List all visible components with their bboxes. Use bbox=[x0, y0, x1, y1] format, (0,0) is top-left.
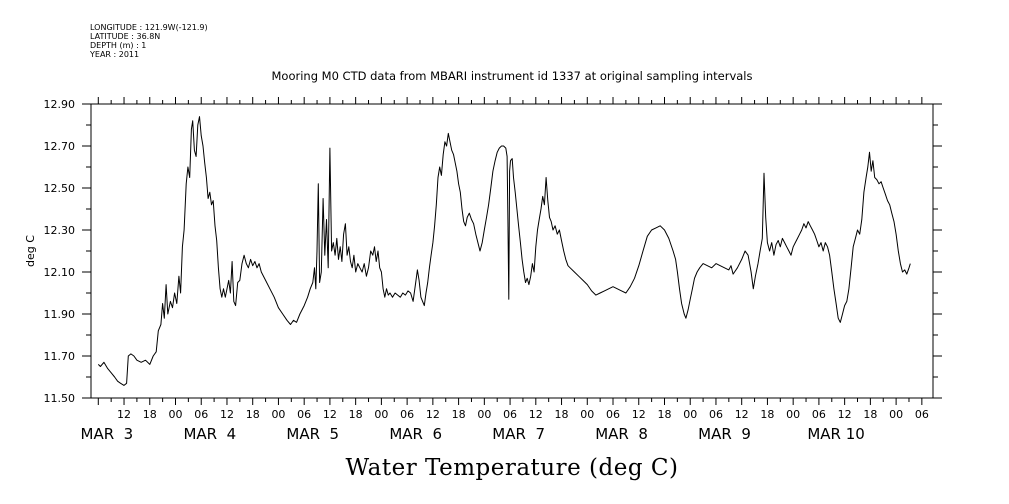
footer-title: Water Temperature (deg C) bbox=[346, 455, 679, 481]
x-tick-label: 00 bbox=[683, 408, 697, 421]
x-day-label: MAR 8 bbox=[595, 425, 648, 443]
x-tick-label: 18 bbox=[555, 408, 569, 421]
meta-year: YEAR : 2011 bbox=[89, 50, 139, 59]
y-tick-label: 12.30 bbox=[44, 224, 76, 237]
x-tick-label: 00 bbox=[374, 408, 388, 421]
series-line-water-temperature bbox=[97, 116, 911, 386]
x-tick-label: 18 bbox=[143, 408, 157, 421]
x-day-label: MAR 9 bbox=[698, 425, 751, 443]
x-tick-label: 12 bbox=[735, 408, 749, 421]
x-axis-ticks: 12 18 00 06 12 18 00 06 12 18 00 06 12 18 00 06 12 18 00 06… bbox=[97, 97, 929, 421]
x-tick-label: 18 bbox=[349, 408, 363, 421]
y-tick-label: 12.70 bbox=[44, 140, 76, 153]
y-axis-ticks: 11.50 11.70 11.90 12.10 12.30 12.50 12.70 12.90 bbox=[44, 98, 942, 405]
x-tick-label: 12 bbox=[220, 408, 234, 421]
x-day-label: MAR 6 bbox=[389, 425, 442, 443]
x-day-label: MAR 5 bbox=[286, 425, 339, 443]
x-tick-label: 12 bbox=[117, 408, 131, 421]
x-tick-label: 12 bbox=[838, 408, 852, 421]
x-day-label: MAR 3 bbox=[81, 425, 134, 443]
x-tick-label: 18 bbox=[657, 408, 671, 421]
y-axis-label: deg C bbox=[24, 235, 37, 267]
x-tick-label: 12 bbox=[632, 408, 646, 421]
x-tick-label: 12 bbox=[323, 408, 337, 421]
x-tick-label: 06 bbox=[297, 408, 311, 421]
x-tick-label: 12 bbox=[426, 408, 440, 421]
x-tick-label: 00 bbox=[889, 408, 903, 421]
x-tick-label: 06 bbox=[915, 408, 929, 421]
y-tick-label: 11.50 bbox=[44, 392, 76, 405]
x-tick-label: 06 bbox=[709, 408, 723, 421]
y-tick-label: 12.90 bbox=[44, 98, 76, 111]
x-tick-label: 18 bbox=[863, 408, 877, 421]
meta-latitude: LATITUDE : 36.8N bbox=[90, 32, 160, 41]
x-tick-label: 00 bbox=[271, 408, 285, 421]
x-tick-label: 06 bbox=[606, 408, 620, 421]
y-tick-label: 11.90 bbox=[44, 308, 76, 321]
y-tick-label: 11.70 bbox=[44, 350, 76, 363]
chart-title: Mooring M0 CTD data from MBARI instrumen… bbox=[272, 69, 753, 83]
meta-longitude: LONGITUDE : 121.9W(-121.9) bbox=[90, 23, 208, 32]
x-tick-label: 06 bbox=[812, 408, 826, 421]
x-tick-label: 18 bbox=[246, 408, 260, 421]
y-tick-label: 12.50 bbox=[44, 182, 76, 195]
x-tick-label: 06 bbox=[503, 408, 517, 421]
x-day-label: MAR 4 bbox=[183, 425, 236, 443]
x-tick-label: 12 bbox=[529, 408, 543, 421]
meta-depth: DEPTH (m) : 1 bbox=[90, 41, 146, 50]
x-tick-label: 18 bbox=[452, 408, 466, 421]
y-tick-label: 12.10 bbox=[44, 266, 76, 279]
x-tick-label: 00 bbox=[169, 408, 183, 421]
x-axis-day-labels: MAR 3 MAR 4 MAR 5 MAR 6 MAR 7 MAR 8 MAR 9 MAR 1… bbox=[81, 425, 865, 443]
x-tick-label: 06 bbox=[400, 408, 414, 421]
x-tick-label: 18 bbox=[760, 408, 774, 421]
x-day-label: MAR 7 bbox=[492, 425, 545, 443]
x-day-label: MAR 10 bbox=[807, 425, 864, 443]
x-tick-label: 00 bbox=[477, 408, 491, 421]
x-tick-label: 00 bbox=[580, 408, 594, 421]
x-tick-label: 06 bbox=[194, 408, 208, 421]
metadata-block: LONGITUDE : 121.9W(-121.9) LATITUDE : 36… bbox=[89, 23, 208, 59]
x-tick-label: 00 bbox=[786, 408, 800, 421]
